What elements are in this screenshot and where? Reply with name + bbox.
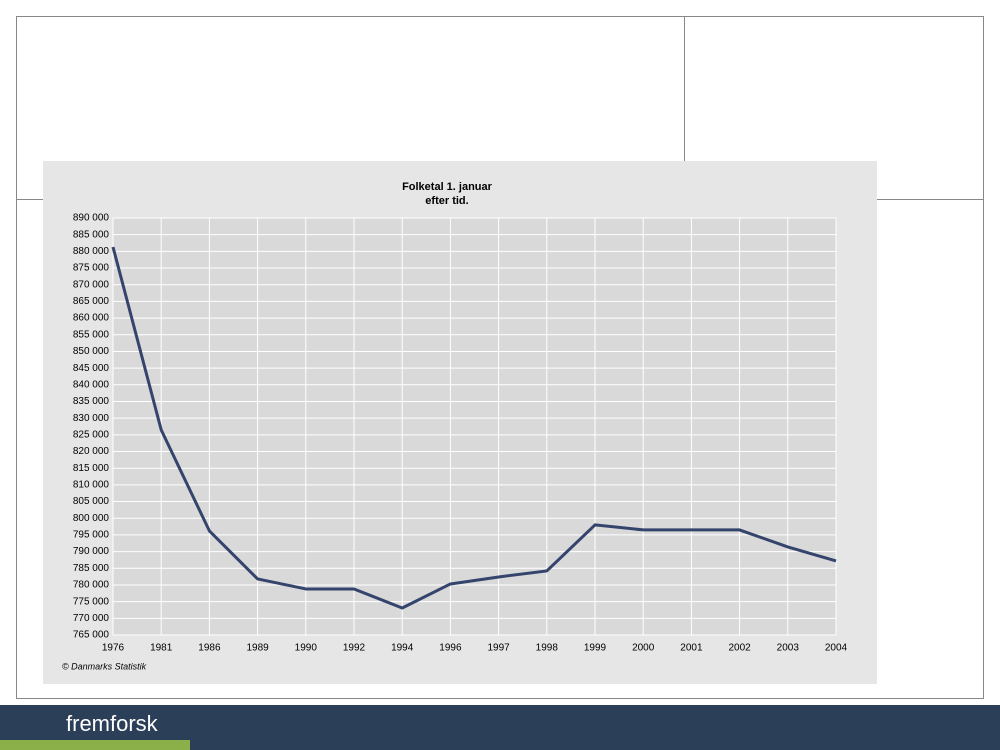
y-tick-label: 870 000 <box>73 279 110 290</box>
x-tick-label: 1996 <box>439 643 462 654</box>
chart-subtitle: efter tid. <box>425 195 468 207</box>
chart-title: Folketal 1. januar <box>402 181 493 193</box>
x-tick-label: 1976 <box>102 643 125 654</box>
y-tick-label: 875 000 <box>73 263 110 274</box>
y-tick-label: 825 000 <box>73 429 110 440</box>
y-tick-label: 770 000 <box>73 613 110 624</box>
slide-frame <box>16 16 984 699</box>
x-tick-label: 2003 <box>777 643 800 654</box>
y-tick-label: 845 000 <box>73 363 110 374</box>
y-tick-label: 885 000 <box>73 229 110 240</box>
x-tick-label: 1989 <box>246 643 269 654</box>
y-tick-label: 865 000 <box>73 296 110 307</box>
y-tick-label: 860 000 <box>73 313 110 324</box>
y-tick-label: 765 000 <box>73 630 110 641</box>
y-tick-label: 840 000 <box>73 379 110 390</box>
y-tick-label: 830 000 <box>73 413 110 424</box>
x-tick-label: 1994 <box>391 643 414 654</box>
x-tick-label: 1986 <box>198 643 221 654</box>
source-note: © Danmarks Statistik <box>62 661 147 671</box>
y-tick-label: 855 000 <box>73 329 110 340</box>
x-tick-label: 1990 <box>295 643 318 654</box>
y-tick-label: 880 000 <box>73 246 110 257</box>
y-tick-label: 820 000 <box>73 446 110 457</box>
y-tick-label: 785 000 <box>73 563 110 574</box>
y-tick-label: 810 000 <box>73 480 110 491</box>
brand-logo: fremforsk <box>66 711 159 736</box>
y-tick-label: 850 000 <box>73 346 110 357</box>
x-tick-label: 1981 <box>150 643 173 654</box>
data-line <box>111 246 837 610</box>
plot-area <box>113 218 836 635</box>
x-tick-label: 2002 <box>728 643 751 654</box>
x-tick-label: 2000 <box>632 643 655 654</box>
y-tick-label: 800 000 <box>73 513 110 524</box>
grid <box>112 217 837 636</box>
y-tick-label: 790 000 <box>73 546 110 557</box>
footer-accent <box>0 740 190 750</box>
y-tick-label: 795 000 <box>73 530 110 541</box>
x-tick-label: 2001 <box>680 643 703 654</box>
y-tick-label: 835 000 <box>73 396 110 407</box>
y-tick-label: 815 000 <box>73 463 110 474</box>
x-tick-label: 2004 <box>825 643 848 654</box>
y-tick-label: 805 000 <box>73 496 110 507</box>
x-tick-label: 1998 <box>536 643 559 654</box>
x-tick-label: 1997 <box>487 643 510 654</box>
y-tick-label: 775 000 <box>73 596 110 607</box>
x-tick-label: 1992 <box>343 643 366 654</box>
y-tick-label: 780 000 <box>73 580 110 591</box>
x-tick-label: 1999 <box>584 643 607 654</box>
y-tick-label: 890 000 <box>73 213 110 224</box>
